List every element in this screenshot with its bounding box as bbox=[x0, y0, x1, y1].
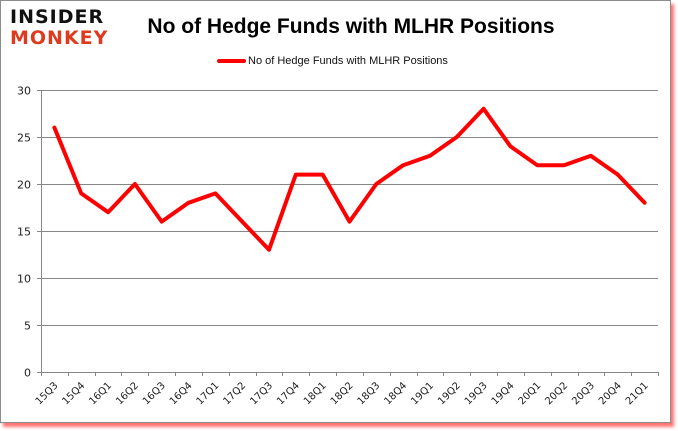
x-tick-label: 19Q2 bbox=[436, 380, 463, 407]
chart-legend: No of Hedge Funds with MLHR Positions bbox=[217, 55, 448, 67]
series-line bbox=[52, 106, 647, 252]
x-tick-label: 17Q1 bbox=[195, 380, 222, 407]
x-tick-label: 20Q3 bbox=[570, 380, 597, 407]
y-tick-label: 10 bbox=[17, 273, 31, 286]
x-tick-label: 17Q3 bbox=[248, 380, 275, 407]
x-tick-label: 18Q1 bbox=[302, 380, 329, 407]
x-tick-label: 20Q4 bbox=[597, 380, 624, 407]
x-tick-label: 16Q1 bbox=[87, 380, 114, 407]
logo-text-insider: INSIDER bbox=[10, 6, 105, 28]
x-tick-label: 16Q4 bbox=[168, 380, 195, 407]
x-tick-label: 18Q4 bbox=[382, 380, 409, 407]
x-tick-label: 16Q3 bbox=[141, 380, 168, 407]
x-tick-label: 16Q2 bbox=[114, 380, 141, 407]
x-tick-label: 17Q2 bbox=[221, 380, 248, 407]
insider-monkey-logo: INSIDER MONKEY bbox=[10, 8, 108, 48]
y-tick-label: 30 bbox=[17, 85, 31, 98]
y-tick-label: 5 bbox=[24, 320, 31, 333]
legend-label: No of Hedge Funds with MLHR Positions bbox=[248, 55, 448, 67]
x-tick-label: 15Q4 bbox=[61, 380, 88, 407]
chart-title: No of Hedge Funds with MLHR Positions bbox=[147, 15, 555, 38]
x-tick-label: 19Q1 bbox=[409, 380, 436, 407]
x-tick-label: 17Q4 bbox=[275, 380, 302, 407]
x-tick-label: 20Q1 bbox=[517, 380, 544, 407]
x-tick-label: 18Q3 bbox=[356, 380, 383, 407]
x-tick-label: 20Q2 bbox=[543, 380, 570, 407]
legend-line-swatch-icon bbox=[217, 59, 246, 63]
y-tick-label: 25 bbox=[17, 132, 31, 145]
y-tick-label: 20 bbox=[17, 179, 31, 192]
x-tick-label: 15Q3 bbox=[34, 380, 61, 407]
x-tick-label: 18Q2 bbox=[329, 380, 356, 407]
x-tick-label: 21Q1 bbox=[624, 380, 651, 407]
x-tick-label: 19Q4 bbox=[490, 380, 517, 407]
y-tick-label: 15 bbox=[17, 226, 31, 239]
logo-text-monkey: MONKEY bbox=[10, 27, 109, 49]
chart-frame: INSIDER MONKEY No of Hedge Funds with ML… bbox=[0, 0, 671, 423]
x-tick-label: 19Q3 bbox=[463, 380, 490, 407]
y-tick-label: 0 bbox=[24, 367, 31, 380]
line-chart-plot: 0 5 10 15 20 25 30 15Q3 15Q4 16Q1 16Q2 16Q3 16Q4 17Q1… bbox=[17, 85, 659, 407]
